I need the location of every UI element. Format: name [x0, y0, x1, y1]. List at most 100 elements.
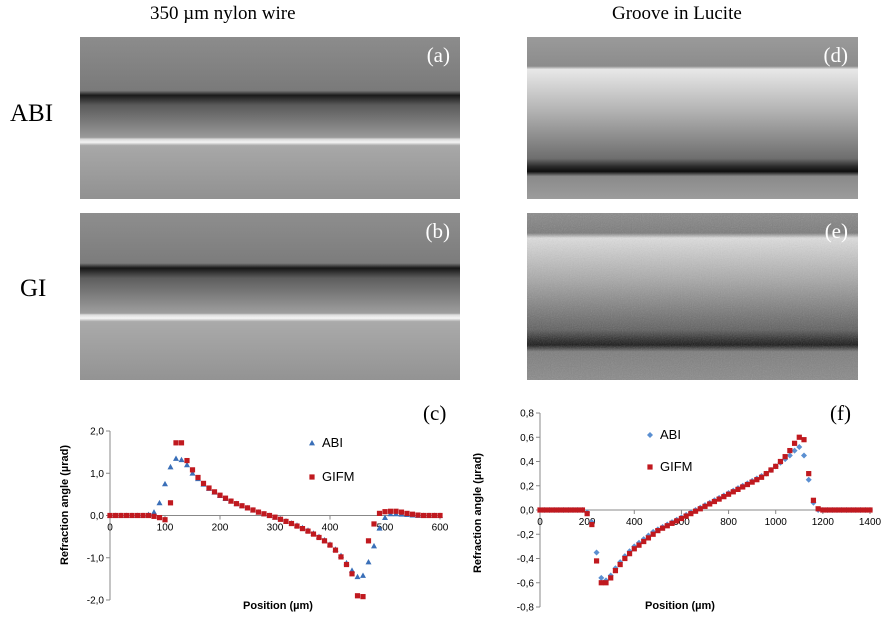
image-panel-d: (d) — [527, 37, 858, 199]
chart-c-point-abi — [156, 499, 163, 506]
chart-f-point-gifm — [721, 494, 727, 500]
chart-c-point-gifm — [156, 515, 163, 521]
chart-c-xtick-label: 300 — [267, 523, 284, 534]
chart-f-point-abi — [791, 447, 798, 454]
chart-c-point-abi — [162, 480, 168, 487]
chart-c-point-gifm — [310, 531, 317, 537]
chart-f-legend-label-gifm: GIFM — [660, 459, 693, 474]
chart-f-point-gifm — [674, 518, 680, 524]
chart-f-point-gifm — [645, 535, 652, 541]
chart-f-point-gifm — [641, 538, 647, 545]
chart-c-xtick-label: 500 — [377, 523, 394, 534]
chart-f-point-gifm — [546, 507, 553, 513]
chart-f-point-gifm — [589, 521, 595, 528]
chart-f-point-gifm — [617, 561, 623, 568]
chart-f-point-gifm — [560, 507, 567, 513]
panel-tag-b: (b) — [425, 219, 451, 243]
chart-f-point-gifm — [806, 471, 812, 477]
chart-f-point-gifm — [608, 575, 614, 581]
chart-f-point-gifm — [537, 507, 543, 513]
chart-c-point-abi — [382, 514, 388, 521]
chart-c-point-gifm — [409, 511, 416, 517]
column-title-groove-lucite: Groove in Lucite — [612, 3, 742, 24]
chart-c-point-abi — [189, 470, 196, 476]
chart-f-point-gifm — [857, 507, 864, 513]
image-panel-a: (a) — [80, 37, 460, 199]
chart-c-ytick-label: -2,0 — [87, 596, 105, 607]
chart-f-point-abi — [801, 452, 807, 459]
chart-f-point-gifm — [688, 511, 694, 517]
chart-f-point-gifm — [824, 507, 831, 513]
chart-f-point-gifm — [683, 513, 689, 519]
chart-f-ylabel: Refraction angle (µrad) — [472, 453, 484, 573]
row-label-abi: ABI — [10, 100, 54, 127]
chart-c-point-gifm — [255, 509, 262, 515]
image-panel-b: (b) — [80, 213, 460, 380]
chart-f-point-gifm — [758, 474, 765, 480]
chart-f-ytick-label: 0,8 — [520, 409, 534, 420]
image-panel-e: (e) — [527, 213, 858, 380]
chart-c-point-gifm — [173, 440, 179, 446]
chart-f-point-gifm — [556, 507, 562, 513]
chart-c-point-gifm — [398, 509, 405, 515]
chart-f-ytick-label: -0,4 — [517, 554, 535, 565]
chart-f-point-gifm — [716, 496, 722, 502]
chart-f-point-gifm — [839, 507, 845, 513]
chart-c-point-gifm — [365, 538, 372, 544]
chart-c-xtick-label: 400 — [322, 523, 339, 534]
chart-c-point-abi — [354, 573, 361, 580]
chart-f-point-gifm — [867, 507, 873, 513]
chart-f-point-gifm — [740, 484, 746, 490]
chart-f-xtick-label: 0 — [537, 517, 543, 528]
chart-f-point-gifm — [834, 507, 840, 513]
chart-f-point-gifm — [725, 491, 732, 497]
chart-c-point-gifm — [178, 440, 185, 446]
chart-f-point-gifm — [697, 506, 703, 512]
chart-c-xtick-label: 100 — [157, 523, 174, 534]
chart-f-legend-marker-abi — [647, 432, 653, 438]
chart-c-point-gifm — [343, 561, 350, 568]
chart-f-ytick-label: -0,2 — [517, 530, 535, 541]
chart-c-point-gifm — [299, 525, 306, 532]
chart-f-point-gifm — [791, 440, 798, 446]
chart-c-point-gifm — [189, 467, 196, 473]
chart-f-ytick-label: -0,6 — [517, 578, 535, 589]
chart-f-xtick-label: 400 — [626, 517, 643, 528]
chart-c-point-gifm — [244, 505, 251, 511]
chart-c-point-abi — [376, 525, 383, 531]
chart-f-point-gifm — [843, 507, 850, 513]
chart-f-point-gifm — [796, 434, 802, 440]
chart-c-ytick-label: 2,0 — [90, 427, 104, 438]
chart-c-point-gifm — [321, 538, 328, 544]
chart-c-point-gifm — [387, 508, 394, 514]
chart-f: Refraction angle (µrad) Position (µm) -0… — [470, 395, 883, 615]
chart-f-svg: Refraction angle (µrad) Position (µm) -0… — [472, 409, 882, 614]
chart-c-point-gifm — [123, 512, 130, 519]
chart-c-xlabel: Position (µm) — [243, 600, 313, 612]
chart-c-point-gifm — [376, 510, 383, 516]
chart-f-point-gifm — [669, 520, 675, 526]
chart-f-xtick-label: 600 — [673, 517, 690, 528]
chart-f-point-abi — [598, 574, 605, 581]
chart-c-point-gifm — [118, 512, 124, 519]
chart-c-legend-marker-gifm — [309, 474, 315, 480]
chart-f-xtick-label: 1000 — [765, 517, 788, 528]
chart-f-point-gifm — [787, 447, 793, 454]
chart-c-point-gifm — [239, 503, 245, 509]
chart-c-point-abi — [173, 455, 179, 461]
chart-c-point-gifm — [217, 492, 223, 498]
chart-c-point-gifm — [437, 512, 443, 519]
chart-c-point-gifm — [332, 547, 339, 553]
chart-c-legend-label-gifm: GIFM — [322, 469, 355, 484]
chart-f-point-gifm — [702, 503, 708, 509]
chart-c-point-gifm — [206, 485, 212, 491]
chart-f-point-gifm — [542, 507, 548, 513]
chart-f-legend-label-abi: ABI — [660, 427, 681, 442]
panel-tag-a: (a) — [426, 43, 450, 67]
panel-tag-d: (d) — [823, 43, 849, 67]
chart-c-point-gifm — [338, 554, 344, 560]
chart-f-point-gifm — [711, 498, 718, 505]
chart-f-point-gifm — [820, 507, 826, 513]
chart-f-ytick-label: 0,0 — [520, 506, 534, 517]
column-title-nylon-wire: 350 µm nylon wire — [150, 3, 296, 24]
